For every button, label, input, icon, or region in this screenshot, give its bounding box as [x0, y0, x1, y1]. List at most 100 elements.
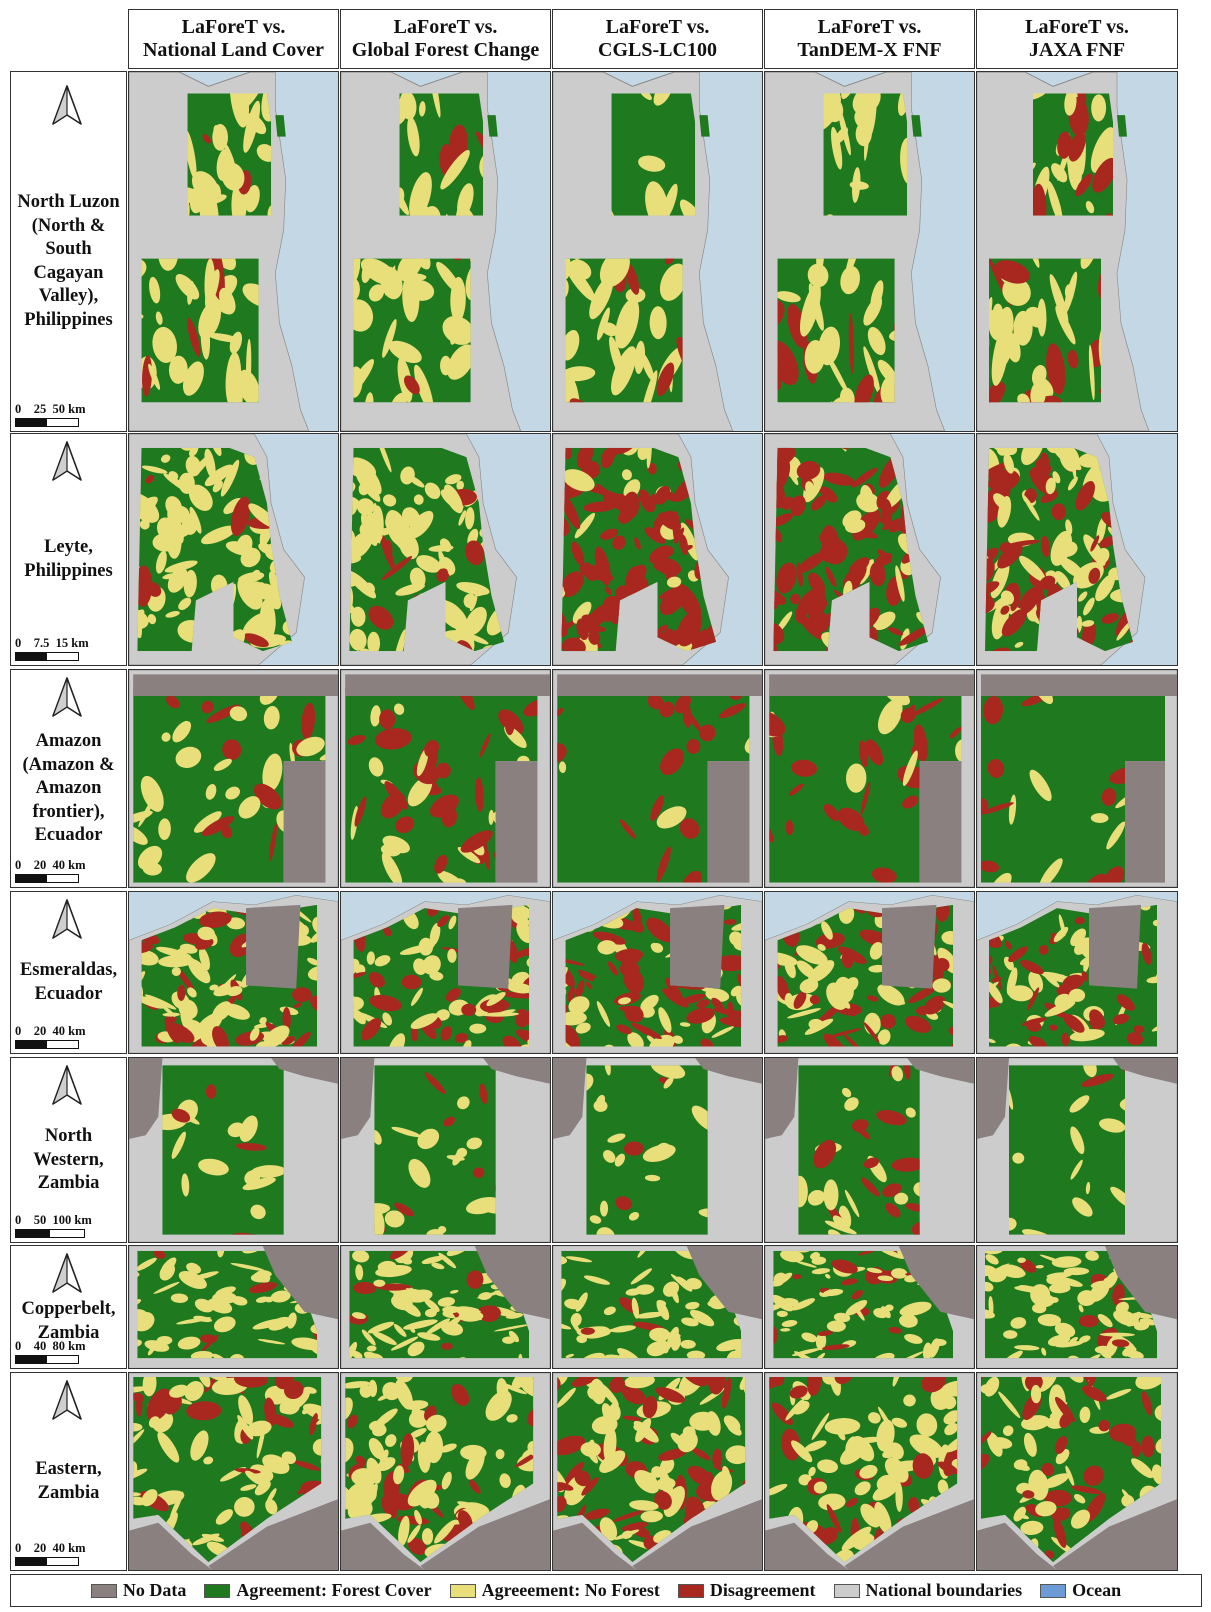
map-panel — [340, 1057, 551, 1243]
scale-bar: 0 20 40 km — [15, 1024, 127, 1049]
map-panel-svg — [765, 892, 974, 1053]
region-name: Amazon (Amazon & Amazon frontier), Ecuador — [11, 730, 126, 848]
region-name-line: Western, — [33, 1149, 104, 1170]
legend-item: No Data — [90, 1580, 187, 1601]
region-label-panel: Amazon (Amazon & Amazon frontier), Ecuador 0 … — [10, 669, 127, 888]
legend-item: National boundaries — [833, 1580, 1022, 1601]
legend-item: Ocean — [1040, 1580, 1121, 1601]
map-panel — [976, 891, 1178, 1054]
map-panel — [552, 1372, 763, 1571]
region-name: North Luzon (North & South Cagayan Valley), P… — [11, 191, 126, 332]
region-name-line: South — [45, 239, 92, 259]
legend-item: Disagreement — [677, 1580, 816, 1601]
legend-label: Ocean — [1072, 1580, 1122, 1600]
scale-bar-label: 50 km — [52, 402, 86, 416]
north-arrow — [51, 440, 83, 487]
scale-bar-label: 0 — [15, 858, 22, 872]
region-label-panel: Esmeraldas, Ecuador 0 20 40 km — [10, 891, 127, 1054]
region-name: Eastern, Zambia — [11, 1458, 126, 1505]
map-panel — [764, 669, 975, 888]
region-name-line: Leyte, — [44, 537, 93, 557]
map-panel — [764, 1372, 975, 1571]
region-name-line: North Luzon — [17, 192, 120, 212]
map-panel-svg — [341, 670, 550, 887]
map-panel-svg — [341, 1373, 550, 1570]
region-name-line: Amazon — [35, 778, 102, 798]
scale-bar-label: 0 — [15, 402, 22, 416]
region-name-line: frontier), — [32, 801, 105, 822]
region-label-panel: Eastern, Zambia 0 20 40 km — [10, 1372, 127, 1571]
legend-label: No Data — [122, 1580, 187, 1600]
map-panel — [128, 669, 339, 888]
legend-swatch — [90, 1583, 117, 1598]
column-header-line1: LaForeT vs. — [181, 16, 286, 38]
column-header-line1: LaForeT vs. — [817, 16, 922, 38]
north-arrow-icon — [52, 441, 82, 481]
region-label-panel: Leyte, Philippines 0 7.5 15 km — [10, 433, 127, 666]
region-name-line: (North & — [31, 215, 106, 236]
scale-bar-label: 40 — [33, 1339, 47, 1353]
column-header-5: LaForeT vs. JAXA FNF — [976, 9, 1178, 69]
map-panel — [128, 433, 339, 666]
map-panel-svg — [765, 434, 974, 665]
map-panel-svg — [765, 670, 974, 887]
map-panel-svg — [553, 1246, 762, 1368]
region-name: North Western, Zambia — [11, 1125, 126, 1196]
map-panel — [764, 1245, 975, 1369]
map-panel — [976, 433, 1178, 666]
map-panel — [340, 1245, 551, 1369]
map-panel — [128, 1245, 339, 1369]
region-name-line: Amazon — [35, 731, 102, 751]
map-panel — [552, 433, 763, 666]
column-header-4: LaForeT vs. TanDEM-X FNF — [764, 9, 975, 69]
map-panel-svg — [129, 892, 338, 1053]
map-panel-svg — [765, 1058, 974, 1242]
map-panel-svg — [765, 72, 974, 431]
north-arrow-icon — [52, 85, 82, 125]
region-name-line: Valley), — [38, 286, 99, 306]
scale-bar-label: 0 — [15, 1541, 22, 1555]
map-panel — [764, 433, 975, 666]
north-arrow — [51, 676, 83, 723]
map-panel-svg — [129, 434, 338, 665]
map-panel — [128, 1057, 339, 1243]
column-header-line2: CGLS-LC100 — [598, 39, 717, 61]
region-name: Leyte, Philippines — [11, 536, 126, 583]
map-panel — [340, 891, 551, 1054]
map-panel — [976, 1245, 1178, 1369]
map-legend: No Data Agreement: Forest Cover Agreeement… — [10, 1574, 1202, 1607]
north-arrow — [51, 898, 83, 945]
region-name-line: (Amazon & — [22, 754, 115, 775]
legend-item: Agreeement: No Forest — [449, 1580, 660, 1601]
map-panel — [340, 1372, 551, 1571]
map-panel — [128, 71, 339, 432]
region-name-line: Zambia — [37, 1482, 100, 1503]
scale-bar-label: 0 — [15, 1339, 22, 1353]
region-name-line: Ecuador — [34, 983, 103, 1004]
legend-swatch — [833, 1583, 860, 1598]
legend-label: Agreeement: No Forest — [481, 1580, 660, 1600]
map-panel-svg — [977, 670, 1177, 887]
map-panel — [340, 433, 551, 666]
column-header-1: LaForeT vs. National Land Cover — [128, 9, 339, 69]
map-panel-svg — [341, 72, 550, 431]
scale-bar-label: 80 km — [52, 1339, 86, 1353]
region-label-panel: North Western, Zambia 0 50 100 km — [10, 1057, 127, 1243]
map-panel-svg — [553, 72, 762, 431]
map-panel — [552, 1245, 763, 1369]
map-panel — [128, 891, 339, 1054]
map-panel-svg — [553, 1373, 762, 1570]
scale-bar-label: 25 — [33, 402, 47, 416]
scale-bar-label: 40 km — [52, 1024, 86, 1038]
column-header-line2: JAXA FNF — [1028, 39, 1126, 61]
column-header-3: LaForeT vs. CGLS-LC100 — [552, 9, 763, 69]
map-panel-svg — [553, 892, 762, 1053]
map-panel-svg — [553, 670, 762, 887]
north-arrow-icon — [52, 1380, 82, 1420]
legend-label: Agreement: Forest Cover — [236, 1580, 432, 1600]
map-panel-svg — [129, 1373, 338, 1570]
region-name-line: North — [44, 1126, 93, 1146]
scale-bar: 0 40 80 km — [15, 1339, 127, 1364]
scale-bar-label: 40 km — [52, 1541, 86, 1555]
map-panel — [764, 891, 975, 1054]
